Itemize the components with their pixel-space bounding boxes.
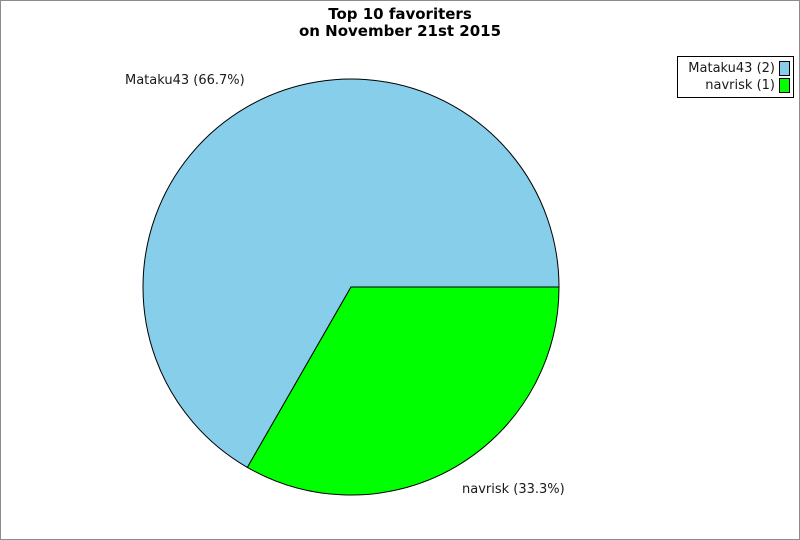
slice-label-navrisk: navrisk (33.3%) xyxy=(462,482,565,497)
legend-label-mataku43: Mataku43 (2) xyxy=(688,60,775,76)
legend-row-navrisk: navrisk (1) xyxy=(681,77,790,93)
pie-slice-mataku43 xyxy=(142,78,560,469)
legend-row-mataku43: Mataku43 (2) xyxy=(681,60,790,76)
legend-swatch-navrisk xyxy=(779,77,790,93)
pie-slice-navrisk xyxy=(246,286,560,496)
chart-title: Top 10 favoriters on November 21st 2015 xyxy=(1,6,799,40)
legend-label-navrisk: navrisk (1) xyxy=(705,77,775,93)
chart-title-line1: Top 10 favoriters xyxy=(328,5,472,23)
legend: Mataku43 (2) navrisk (1) xyxy=(677,56,794,98)
chart-title-line2: on November 21st 2015 xyxy=(298,22,502,40)
legend-swatch-mataku43 xyxy=(779,60,790,76)
slice-label-mataku43: Mataku43 (66.7%) xyxy=(125,73,245,88)
